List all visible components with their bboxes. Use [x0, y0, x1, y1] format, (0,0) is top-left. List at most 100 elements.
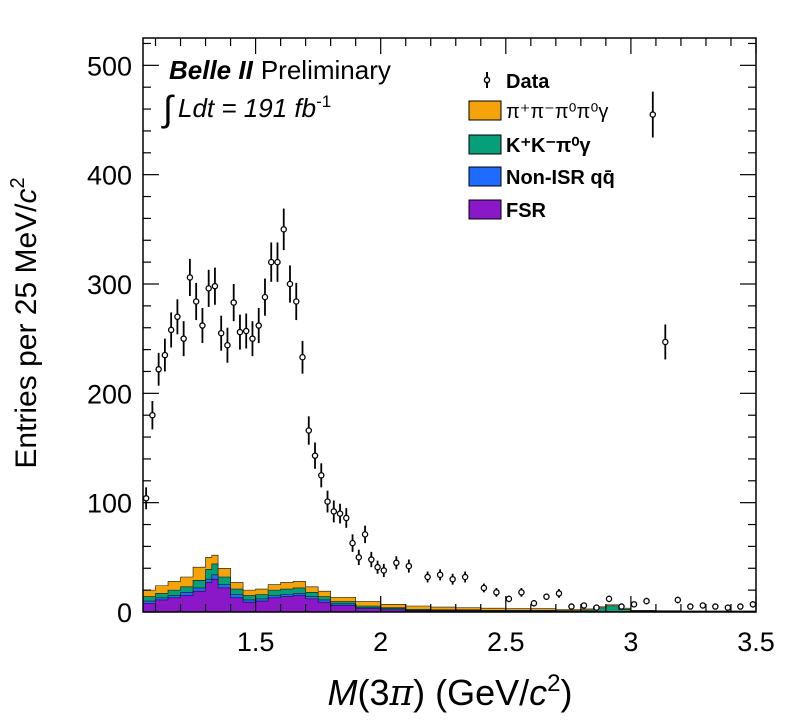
legend-item-data: Data [483, 71, 550, 93]
svg-text:Non-ISR qq̄: Non-ISR qq̄ [506, 167, 615, 189]
data-marker [217, 329, 225, 337]
data-point [674, 596, 682, 604]
y-tick-label: 500 [87, 51, 132, 81]
data-point [280, 208, 287, 251]
data-point [286, 265, 294, 303]
data-point [299, 340, 306, 374]
data-marker [643, 597, 650, 605]
data-point [580, 602, 588, 609]
data-point [361, 525, 369, 544]
legend-item-non-isr-qq: Non-ISR qq̄ [468, 166, 615, 189]
plot-frame [142, 37, 757, 613]
data-point [349, 534, 356, 552]
data-point [167, 312, 175, 348]
y-tick-label: 300 [87, 270, 132, 300]
data-point [405, 559, 413, 573]
data-marker [568, 603, 575, 610]
data-marker [280, 226, 287, 233]
legend: Data π⁺π⁻π⁰π⁰γ K⁺K⁻π⁰γ Non-ISR qq̄ FSR [468, 71, 615, 222]
data-point [737, 603, 744, 610]
x-tick-label: 3.5 [737, 627, 775, 657]
data-marker [161, 351, 169, 359]
data-marker [336, 510, 344, 517]
data-marker [424, 573, 431, 581]
y-tick-label: 400 [87, 161, 132, 191]
data-marker [267, 258, 275, 266]
data-point [199, 308, 206, 344]
y-tick-label: 0 [117, 598, 132, 628]
data-marker [186, 274, 194, 281]
data-point [555, 589, 563, 598]
data-point [305, 416, 313, 445]
data-point [149, 400, 156, 430]
legend-item-fsr: FSR [468, 199, 547, 222]
data-point [155, 352, 162, 386]
experiment-label: Belle II Preliminary ∫ Ldt = 191 fb-1 [161, 55, 391, 129]
data-point [261, 278, 269, 316]
data-marker [605, 595, 613, 603]
data-marker [449, 575, 456, 583]
status-label: Preliminary [261, 55, 391, 85]
data-point [662, 324, 669, 360]
data-marker [242, 327, 250, 335]
data-point [336, 503, 344, 524]
data-marker [192, 298, 200, 305]
experiment-name: Belle II [169, 55, 254, 85]
data-marker [662, 338, 669, 346]
data-point [330, 500, 338, 523]
data-point [318, 463, 325, 488]
data-marker [311, 452, 319, 459]
data-point [217, 315, 225, 351]
data-marker [205, 285, 212, 292]
y-tick-label: 100 [87, 489, 132, 519]
data-point [267, 242, 275, 282]
data-point [324, 490, 331, 513]
data-marker [361, 531, 369, 538]
data-marker [374, 563, 381, 571]
data-point [355, 549, 363, 565]
data-marker [142, 495, 150, 502]
data-point [530, 599, 538, 607]
data-point [255, 308, 262, 344]
svg-text:K⁺K⁻π⁰γ: K⁺K⁻π⁰γ [506, 135, 591, 157]
data-point [436, 569, 444, 581]
data-point [543, 593, 550, 600]
data-marker [261, 293, 269, 301]
data-marker [630, 601, 638, 608]
data-point [211, 267, 219, 305]
data-marker [355, 554, 363, 561]
data-point [186, 258, 194, 297]
x-tick-label: 2.5 [487, 627, 525, 657]
data-marker [305, 427, 313, 434]
data-marker [712, 603, 719, 610]
data-marker [149, 411, 156, 419]
data-marker [480, 584, 488, 592]
x-tick-label: 2 [373, 627, 388, 657]
data-point [630, 601, 638, 608]
svg-text:Entries per 25 MeV/c2: Entries per 25 MeV/c2 [7, 177, 43, 468]
data-point [480, 583, 488, 593]
data-point [374, 560, 381, 574]
data-point [192, 282, 200, 321]
data-point [236, 314, 244, 350]
data-point [230, 284, 237, 322]
data-marker [318, 472, 325, 479]
data-marker [167, 326, 175, 334]
data-point [180, 321, 187, 357]
data-marker [436, 571, 444, 579]
data-point [643, 597, 650, 605]
data-marker [299, 354, 306, 361]
data-marker [180, 335, 187, 342]
svg-text:Data: Data [506, 71, 550, 93]
data-point [505, 595, 513, 603]
data-marker [405, 562, 413, 570]
data-point [292, 282, 300, 321]
data-point [174, 299, 181, 335]
data-point [224, 327, 231, 363]
data-marker [699, 602, 707, 609]
data-marker [555, 590, 563, 597]
data-point [311, 442, 319, 469]
data-marker [393, 559, 400, 567]
